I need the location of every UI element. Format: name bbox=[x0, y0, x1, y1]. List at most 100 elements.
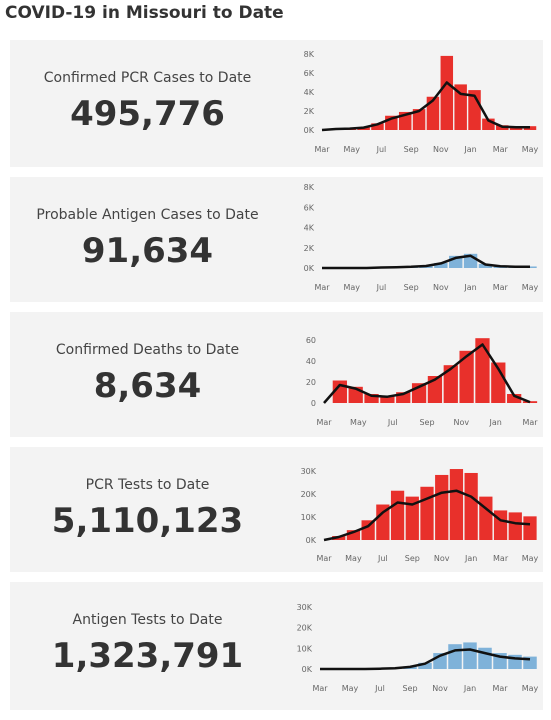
x-tick-label: Jul bbox=[377, 554, 388, 563]
data-bar bbox=[475, 338, 490, 403]
data-bar bbox=[440, 55, 454, 130]
x-tick-label: Mar bbox=[312, 684, 328, 693]
metric-value: 91,634 bbox=[81, 231, 214, 271]
data-bar bbox=[522, 401, 538, 403]
confirmed-deaths-chart: 0 20 40 60 Mar May Jul Sep Nov Jan Mar bbox=[306, 336, 538, 427]
data-bar bbox=[478, 263, 493, 268]
x-tick-label: Jan bbox=[463, 145, 476, 154]
data-bar bbox=[371, 123, 384, 130]
trend-line bbox=[323, 343, 531, 404]
y-tick-label: 6K bbox=[304, 203, 315, 212]
metric-value: 495,776 bbox=[70, 94, 225, 134]
x-tick-label: Jan bbox=[464, 554, 477, 563]
metric-label: Confirmed Deaths to Date bbox=[55, 342, 240, 358]
x-tick-label: May bbox=[345, 554, 362, 563]
x-tick-label: Sep bbox=[405, 554, 420, 563]
y-tick-label: 8K bbox=[304, 183, 315, 192]
x-tick-label: Jul bbox=[374, 684, 385, 693]
x-tick-label: May bbox=[522, 145, 539, 154]
x-tick-label: Nov bbox=[433, 283, 449, 292]
x-tick-label: Jul bbox=[376, 283, 387, 292]
x-tick-label: Mar bbox=[493, 554, 509, 563]
y-tick-label: 0K bbox=[306, 536, 317, 545]
y-tick-label: 8K bbox=[304, 50, 315, 59]
y-tick-label: 20K bbox=[301, 490, 317, 499]
metric-label: Confirmed PCR Cases to Date bbox=[43, 70, 252, 86]
page-title: COVID-19 in Missouri to Date bbox=[5, 3, 284, 23]
data-bar bbox=[493, 510, 508, 540]
y-tick-label: 60 bbox=[306, 336, 316, 345]
data-bar bbox=[390, 490, 405, 540]
y-tick-label: 10K bbox=[297, 644, 313, 653]
y-tick-label: 2K bbox=[304, 107, 315, 116]
data-bar bbox=[420, 486, 434, 540]
data-bar bbox=[426, 96, 440, 130]
data-bar bbox=[449, 469, 464, 540]
x-tick-label: Nov bbox=[454, 418, 470, 427]
y-tick-label: 0 bbox=[311, 399, 316, 408]
x-tick-label: Jan bbox=[463, 283, 476, 292]
x-tick-label: Nov bbox=[434, 554, 450, 563]
data-bar bbox=[479, 496, 493, 540]
pcr-tests-chart: 0K 10K 20K 30K Mar May Jul Sep Nov Jan Mar May bbox=[301, 467, 539, 563]
data-bar bbox=[523, 516, 537, 540]
data-bar bbox=[454, 84, 467, 130]
metric-label: Probable Antigen Cases to Date bbox=[36, 207, 259, 223]
data-bar bbox=[434, 262, 448, 268]
x-tick-label: May bbox=[342, 684, 359, 693]
data-bar bbox=[507, 394, 522, 403]
panel-antigen-tests: Antigen Tests to Date 1,323,791 0K 10K 20K… bbox=[10, 582, 543, 710]
data-bar bbox=[380, 395, 395, 403]
y-tick-label: 6K bbox=[304, 69, 315, 78]
data-bar bbox=[346, 530, 361, 540]
x-tick-label: Mar bbox=[522, 418, 538, 427]
data-bar bbox=[463, 642, 477, 669]
x-tick-label: Nov bbox=[432, 684, 448, 693]
panel-probable-antigen-cases: Probable Antigen Cases to Date 91,634 0K… bbox=[10, 177, 543, 302]
x-tick-label: May bbox=[350, 418, 367, 427]
metric-value: 8,634 bbox=[93, 366, 202, 406]
x-tick-label: Mar bbox=[493, 283, 509, 292]
x-tick-label: Jul bbox=[376, 145, 387, 154]
panel-pcr-tests: PCR Tests to Date 5,110,123 0K 10K 20K 30K M… bbox=[10, 447, 543, 572]
y-tick-label: 10K bbox=[301, 513, 317, 522]
data-bar bbox=[361, 520, 375, 540]
x-tick-label: May bbox=[343, 283, 360, 292]
metric-label: Antigen Tests to Date bbox=[72, 612, 223, 628]
x-tick-label: Mar bbox=[492, 684, 508, 693]
data-bar bbox=[464, 472, 478, 540]
data-bar bbox=[405, 496, 419, 540]
confirmed-pcr-cases-chart: 0K 2K 4K 6K 8K Mar May Jul Sep Nov Jan Mar May bbox=[304, 50, 539, 154]
data-bar bbox=[412, 109, 426, 130]
x-tick-label: Jan bbox=[463, 684, 476, 693]
x-tick-label: Mar bbox=[314, 283, 330, 292]
data-bar bbox=[427, 376, 443, 403]
data-bar bbox=[443, 365, 458, 403]
data-bar bbox=[435, 474, 449, 540]
metric-value: 1,323,791 bbox=[51, 636, 244, 676]
panel-confirmed-deaths: Confirmed Deaths to Date 8,634 0 20 40 60 Ma… bbox=[10, 312, 543, 437]
y-tick-label: 40 bbox=[306, 357, 316, 366]
x-tick-label: Sep bbox=[404, 283, 419, 292]
x-tick-label: Sep bbox=[419, 418, 434, 427]
data-bar bbox=[459, 350, 474, 403]
x-tick-label: May bbox=[522, 554, 539, 563]
data-bar bbox=[482, 118, 495, 130]
metric-label: PCR Tests to Date bbox=[85, 477, 210, 493]
probable-antigen-cases-chart: 0K 2K 4K 6K 8K Mar May Jul Sep Nov Jan Mar May bbox=[304, 183, 539, 292]
x-tick-label: Mar bbox=[316, 554, 332, 563]
data-bar bbox=[448, 644, 462, 669]
y-tick-label: 30K bbox=[301, 467, 317, 476]
x-tick-label: Mar bbox=[493, 145, 509, 154]
y-tick-label: 20K bbox=[297, 624, 313, 633]
x-tick-label: May bbox=[343, 145, 360, 154]
trend-line bbox=[321, 81, 530, 132]
y-tick-label: 4K bbox=[304, 224, 315, 233]
data-bar bbox=[508, 512, 522, 540]
x-tick-label: Sep bbox=[402, 684, 417, 693]
y-tick-label: 0K bbox=[304, 264, 315, 273]
x-tick-label: Mar bbox=[316, 418, 332, 427]
x-tick-label: Nov bbox=[433, 145, 449, 154]
x-tick-label: May bbox=[522, 283, 539, 292]
data-bar bbox=[418, 662, 432, 669]
